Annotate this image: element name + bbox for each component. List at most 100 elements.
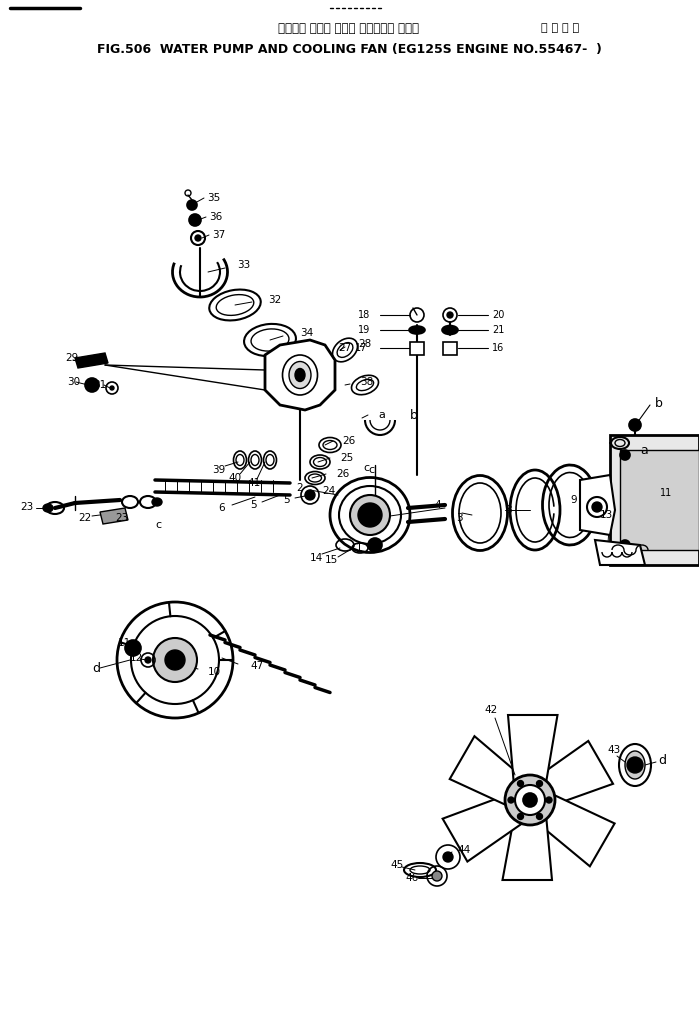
Circle shape [368, 538, 382, 552]
Text: b: b [410, 408, 418, 422]
Text: 26: 26 [342, 436, 355, 446]
Polygon shape [580, 475, 615, 535]
Text: 29: 29 [65, 353, 78, 363]
Circle shape [537, 814, 542, 820]
Circle shape [189, 214, 201, 226]
Polygon shape [539, 795, 614, 866]
Circle shape [620, 450, 630, 460]
Polygon shape [442, 795, 521, 862]
Text: c: c [155, 520, 161, 530]
Ellipse shape [409, 326, 425, 334]
Text: 5: 5 [283, 495, 289, 505]
Text: 4: 4 [434, 500, 440, 510]
Text: 30: 30 [67, 377, 80, 387]
Text: 14: 14 [310, 553, 323, 563]
Text: 27: 27 [338, 343, 352, 353]
Circle shape [145, 657, 151, 663]
Text: c: c [368, 465, 374, 475]
Text: 41: 41 [247, 478, 260, 488]
Text: 45: 45 [390, 860, 403, 870]
Text: 26: 26 [336, 469, 350, 479]
Circle shape [447, 312, 453, 318]
Polygon shape [610, 435, 699, 565]
Circle shape [505, 775, 555, 825]
Text: 6: 6 [218, 503, 224, 513]
Circle shape [629, 419, 641, 431]
Circle shape [195, 235, 201, 241]
Circle shape [546, 797, 552, 803]
Polygon shape [503, 820, 552, 880]
Polygon shape [449, 736, 521, 805]
Circle shape [517, 814, 524, 820]
Text: FIG.506  WATER PUMP AND COOLING FAN (EG125S ENGINE NO.55467-  ): FIG.506 WATER PUMP AND COOLING FAN (EG12… [96, 44, 601, 56]
Circle shape [153, 638, 197, 682]
Polygon shape [443, 342, 457, 355]
Circle shape [350, 495, 390, 535]
Text: 5: 5 [250, 500, 257, 510]
Circle shape [358, 503, 382, 527]
Text: ウォータ ポンプ および クーリング ファン: ウォータ ポンプ および クーリング ファン [278, 21, 419, 35]
Ellipse shape [289, 361, 311, 389]
Text: 22: 22 [78, 513, 92, 523]
Circle shape [443, 852, 453, 862]
Text: 8: 8 [505, 505, 512, 515]
Text: 23: 23 [115, 513, 128, 523]
Circle shape [85, 378, 99, 392]
Polygon shape [508, 715, 558, 780]
Text: 15: 15 [325, 555, 338, 565]
Text: 44: 44 [457, 845, 470, 855]
Text: 38: 38 [360, 377, 373, 387]
Text: 24: 24 [322, 486, 336, 496]
Ellipse shape [43, 504, 53, 512]
Text: 36: 36 [209, 212, 222, 222]
Text: 28: 28 [358, 339, 371, 349]
Text: a: a [640, 443, 648, 456]
Text: 20: 20 [492, 310, 505, 320]
Text: d: d [658, 753, 666, 767]
Text: 31: 31 [93, 380, 106, 390]
Text: 10: 10 [208, 667, 221, 677]
Circle shape [515, 785, 545, 815]
Text: 21: 21 [492, 325, 505, 335]
Text: 11: 11 [118, 638, 131, 648]
Text: 3: 3 [456, 513, 463, 523]
Polygon shape [75, 353, 108, 368]
Text: 11: 11 [660, 488, 672, 498]
Polygon shape [410, 342, 424, 355]
Circle shape [432, 871, 442, 881]
Polygon shape [100, 508, 128, 524]
Ellipse shape [625, 751, 645, 779]
Circle shape [508, 797, 514, 803]
Polygon shape [620, 450, 699, 550]
Text: 16: 16 [492, 343, 504, 353]
Text: 35: 35 [207, 193, 220, 203]
Text: 25: 25 [340, 453, 353, 463]
Circle shape [592, 502, 602, 512]
Ellipse shape [442, 326, 458, 335]
Polygon shape [265, 340, 335, 410]
Text: 47: 47 [250, 661, 264, 671]
Text: d: d [92, 662, 100, 675]
Text: 適 用 号 機: 適 用 号 機 [541, 23, 579, 33]
Circle shape [537, 780, 542, 786]
Text: c: c [363, 463, 369, 473]
Text: 32: 32 [268, 295, 281, 305]
Ellipse shape [295, 369, 305, 382]
Text: 2: 2 [296, 483, 303, 493]
Text: b: b [655, 396, 663, 409]
Text: 33: 33 [237, 260, 250, 270]
Text: 42: 42 [484, 704, 497, 715]
Text: 12: 12 [130, 653, 143, 663]
Circle shape [523, 793, 537, 807]
Circle shape [627, 757, 643, 773]
Text: 40: 40 [228, 473, 241, 483]
Circle shape [305, 490, 315, 500]
Polygon shape [595, 540, 645, 565]
Circle shape [517, 780, 524, 786]
Circle shape [187, 200, 197, 210]
Ellipse shape [152, 498, 162, 506]
Text: a: a [378, 410, 385, 420]
Circle shape [165, 650, 185, 670]
Text: 13: 13 [600, 510, 613, 520]
Text: 46: 46 [405, 873, 418, 883]
